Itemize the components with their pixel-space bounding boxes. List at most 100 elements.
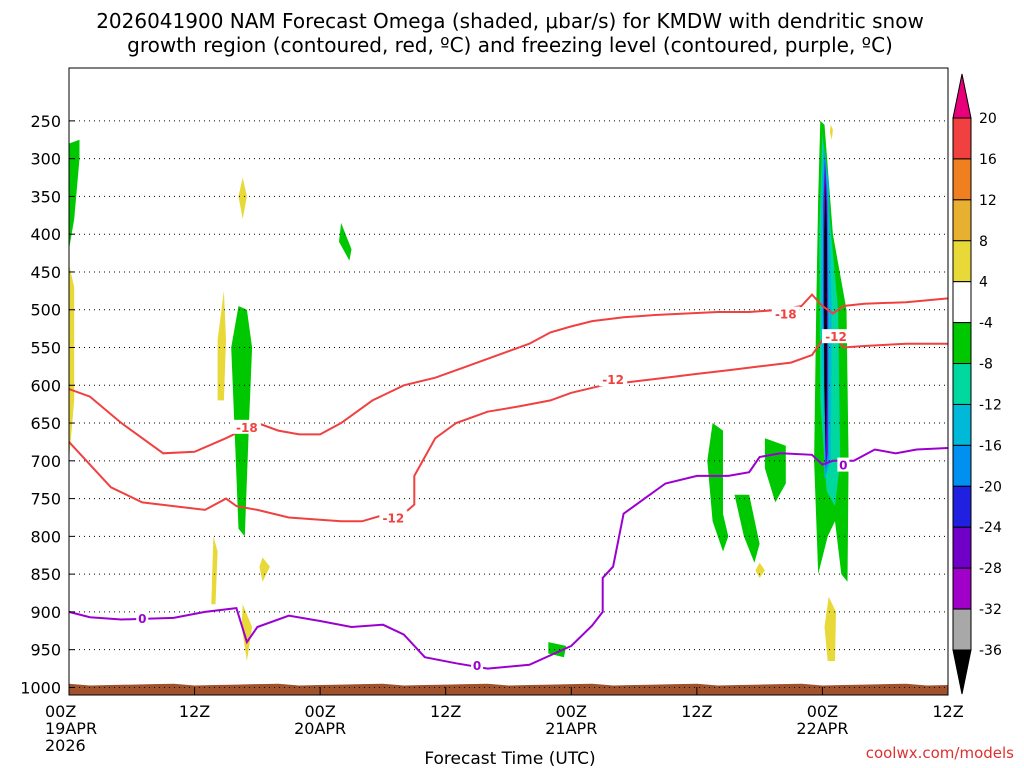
freezing-level-line-label-0: 0: [138, 612, 146, 626]
colorbar-label-5: -4: [979, 316, 993, 332]
y-tick-label-600: 600: [30, 376, 61, 395]
colorbar-segment-9: [952, 485, 972, 528]
colorbar-label-4: 4: [979, 275, 988, 291]
minus-12c-line-label-bg-1: [599, 372, 628, 387]
ground-surface: [69, 683, 948, 695]
y-tick-label-300: 300: [30, 150, 61, 169]
y-tick-label-450: 450: [30, 263, 61, 282]
x-tick-label-36-0: 12Z: [430, 702, 461, 721]
chart-title-line-2: growth region (contoured, red, ºC) and f…: [127, 33, 893, 57]
colorbar-label-7: -12: [979, 397, 1002, 413]
colorbar-segment-10: [952, 526, 972, 569]
plot-frame: [68, 67, 949, 696]
x-tick-label-24-0: 00Z: [304, 702, 335, 721]
colorbar-segment-11: [952, 567, 972, 610]
freezing-level-line-label-bg-1: [471, 657, 484, 672]
minus-18c-line-label-bg-0: [232, 419, 261, 434]
minus-18c-line-label-0: -18: [236, 421, 258, 435]
y-tick-label-850: 850: [30, 565, 61, 584]
colorbar-bottom-arrow: [952, 649, 972, 695]
omega-sink-plus4-h: [829, 124, 833, 140]
x-tick-label-72-0: 00Z: [807, 702, 838, 721]
colorbar-label-12: -32: [979, 602, 1002, 618]
minus-12c-line-label-1: -12: [602, 373, 624, 387]
chart-title-line-1: 2026041900 NAM Forecast Omega (shaded, μ…: [96, 9, 924, 33]
x-tick-label-48-1: 21APR: [545, 719, 597, 738]
minus-18c-line-label-1: -18: [775, 308, 797, 322]
freezing-level-line: [68, 447, 949, 670]
omega-lift-minus4-f: [734, 494, 760, 563]
minus-12c-line-label-0: -12: [383, 511, 405, 525]
omega-sink-plus4-a: [69, 264, 75, 461]
freezing-level-line-label-bg-2: [837, 457, 850, 472]
omega-sink-plus4-b: [238, 177, 247, 220]
colorbar-segment-8: [952, 444, 972, 487]
y-tick-label-800: 800: [30, 527, 61, 546]
y-tick-label-700: 700: [30, 452, 61, 471]
omega-sink-plus4-f: [259, 557, 270, 582]
x-tick-label-24-1: 20APR: [294, 719, 346, 738]
y-tick-label-1000: 1000: [20, 678, 61, 697]
minus-12c-line-label-bg-2: [822, 329, 851, 344]
omega-sink-plus4-c: [217, 290, 226, 401]
x-tick-label-0-0: 00Z: [45, 702, 76, 721]
minus-18c-line-label-bg-1: [771, 306, 800, 321]
colorbar-segment-2: [952, 199, 972, 242]
contour-layer: 0 0 0 -12 -12 -12 -18 -18: [68, 293, 949, 673]
colorbar-segment-1: [952, 158, 972, 201]
colorbar-legend: 20 16 12 8 4 -4 -8 -12 -16 -20 -24 -28 -32 -36: [952, 73, 1002, 695]
x-tick-label-0-1: 19APR: [45, 719, 97, 738]
credit-text[interactable]: coolwx.com/models: [866, 744, 1014, 762]
omega-shading-layer: [69, 120, 849, 661]
colorbar-label-10: -24: [979, 520, 1002, 536]
colorbar-segment-4: [952, 281, 972, 324]
y-axis: 250 300 350 400 450 500 550 600 650 700 750 800 850 9…: [20, 112, 75, 697]
x-tick-label-60-0: 12Z: [681, 702, 712, 721]
y-tick-label-350: 350: [30, 187, 61, 206]
x-tick-label-48-0: 00Z: [556, 702, 587, 721]
y-tick-label-250: 250: [30, 112, 61, 131]
colorbar-label-6: -8: [979, 357, 993, 373]
colorbar-label-11: -28: [979, 561, 1002, 577]
ground-layer: [69, 683, 948, 695]
freezing-level-line-label-2: 0: [839, 459, 847, 473]
y-tick-label-400: 400: [30, 225, 61, 244]
y-tick-label-900: 900: [30, 603, 61, 622]
y-tick-label-500: 500: [30, 301, 61, 320]
omega-sink-plus4-d: [211, 536, 218, 605]
y-tick-label-550: 550: [30, 339, 61, 358]
colorbar-label-0: 20: [979, 111, 997, 127]
x-tick-label-72-1: 22APR: [796, 719, 848, 738]
minus-12c-line-label-2: -12: [825, 330, 847, 344]
colorbar-segment-0: [952, 117, 972, 160]
freezing-level-line-label-1: 0: [473, 659, 481, 673]
omega-lift-minus4-g: [764, 438, 786, 503]
colorbar-label-2: 12: [979, 193, 997, 209]
minus-12c-line-label-bg-0: [379, 510, 408, 525]
omega-sink-plus4-g: [755, 562, 765, 578]
omega-sink-plus4-e: [241, 604, 253, 661]
colorbar-segment-12: [952, 608, 972, 651]
colorbar-label-9: -20: [979, 479, 1002, 495]
x-tick-label-0-2: 2026: [45, 736, 86, 755]
minus-12c-line: [68, 330, 948, 523]
y-tick-label-750: 750: [30, 490, 61, 509]
omega-lift-minus4-a: [69, 139, 80, 250]
colorbar-label-8: -16: [979, 438, 1002, 454]
omega-lift-minus4-e: [707, 423, 729, 552]
omega-lift-minus4-c: [339, 222, 352, 261]
colorbar-segment-3: [952, 240, 972, 283]
y-tick-label-950: 950: [30, 641, 61, 660]
x-tick-label-84-0: 12Z: [932, 702, 963, 721]
x-axis-label: Forecast Time (UTC): [424, 749, 595, 768]
colorbar-segment-7: [952, 403, 972, 446]
y-tick-label-650: 650: [30, 414, 61, 433]
freezing-level-line-label-bg-0: [136, 610, 149, 625]
x-tick-label-12-0: 12Z: [179, 702, 210, 721]
colorbar-top-arrow: [952, 73, 972, 119]
colorbar-label-1: 16: [979, 152, 997, 168]
colorbar-segment-6: [952, 363, 972, 405]
colorbar-label-13: -36: [979, 643, 1002, 659]
